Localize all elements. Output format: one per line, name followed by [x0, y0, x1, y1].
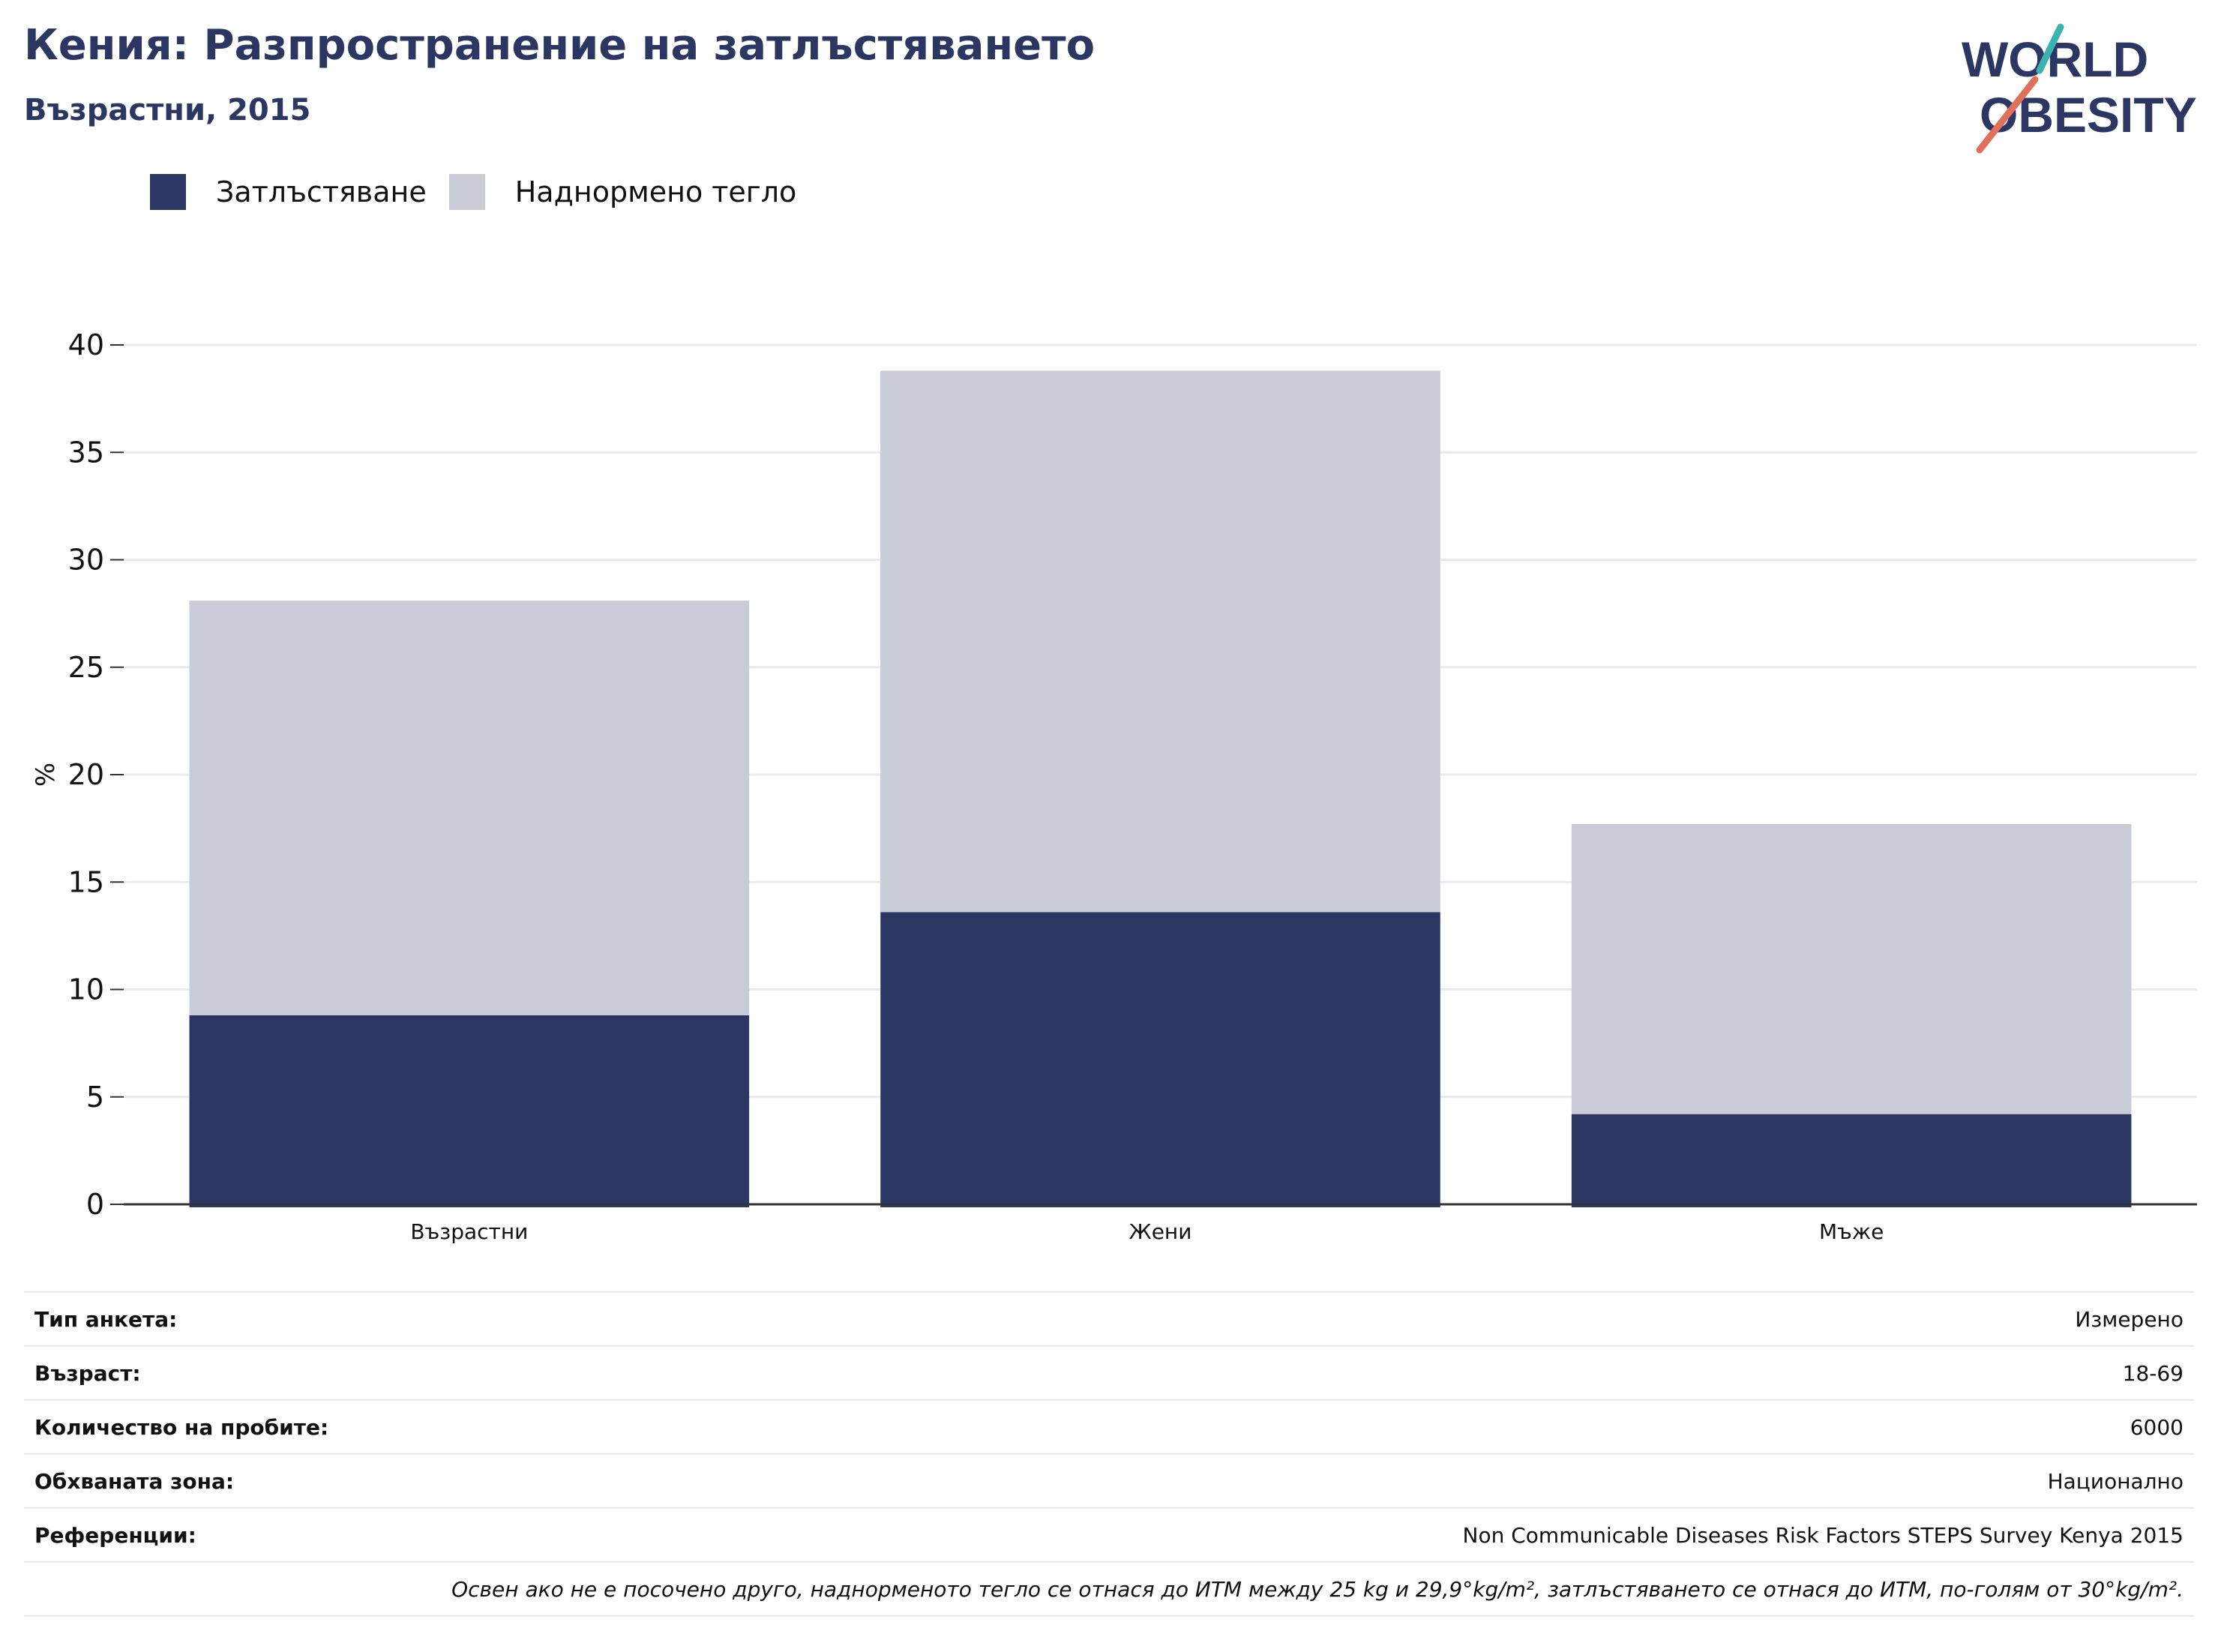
definitions-note: Освен ако не е посочено друго, наднормен…: [24, 1563, 2194, 1617]
y-tick-label: 20: [68, 758, 104, 791]
info-value: 6000: [2130, 1414, 2184, 1440]
info-value: Национално: [2047, 1468, 2184, 1494]
y-tick-label: 30: [68, 544, 104, 577]
info-row-coverage-area: Обхваната зона: Национално: [24, 1455, 2194, 1509]
info-value: Non Communicable Diseases Risk Factors S…: [1462, 1522, 2184, 1548]
y-tick-label: 5: [86, 1081, 104, 1114]
x-tick-label: Мъже: [1819, 1219, 1884, 1244]
info-label: Количество на пробите:: [34, 1414, 329, 1440]
survey-info-table: Тип анкета: Измерено Възраст: 18-69 Коли…: [24, 1291, 2194, 1617]
legend-label-overweight: Наднормено тегло: [514, 175, 797, 208]
y-tick-label: 0: [86, 1188, 104, 1221]
stacked-bar-chart: 0 5 10 15 20 25 30 35 40% Възрастни Жени Мъже: [31, 328, 2197, 1244]
legend-label-obesity: Затлъстяване: [216, 175, 427, 208]
bar-overweight: [880, 370, 1440, 913]
info-row-references: Референции: Non Communicable Diseases Ri…: [24, 1509, 2194, 1563]
legend-swatch-obesity: [150, 174, 186, 210]
bar-overweight: [1571, 823, 2132, 1114]
chart-subtitle: Възрастни, 2015: [24, 93, 311, 127]
info-label: Референции:: [34, 1522, 196, 1548]
info-row-age: Възраст: 18-69: [24, 1347, 2194, 1401]
y-axis-label: %: [31, 763, 61, 787]
chart-legend: Затлъстяване Наднормено тегло: [150, 172, 819, 211]
legend-item-overweight[interactable]: Наднормено тегло: [448, 174, 797, 210]
info-label: Тип анкета:: [34, 1306, 178, 1332]
legend-swatch-overweight: [448, 174, 485, 210]
info-label: Възраст:: [34, 1360, 141, 1386]
y-tick-label: 10: [68, 973, 104, 1006]
info-row-sample-size: Количество на пробите: 6000: [24, 1401, 2194, 1455]
chart-title: Кения: Разпространение на затлъстяването: [24, 21, 1096, 70]
logo-teal-slash: [2036, 23, 2064, 74]
y-tick-label: 35: [68, 436, 104, 469]
legend-item-obesity[interactable]: Затлъстяване: [150, 174, 427, 210]
info-label: Обхваната зона:: [34, 1468, 235, 1494]
y-tick-label: 40: [68, 328, 104, 361]
bar-overweight: [189, 600, 750, 1015]
bar-obesity: [189, 1015, 750, 1207]
bar-obesity: [880, 912, 1440, 1207]
x-tick-label: Жени: [1129, 1219, 1192, 1244]
y-tick-label: 15: [68, 865, 104, 898]
logo-line2: OBESITY: [1980, 87, 2197, 142]
bar-obesity: [1571, 1114, 2132, 1207]
info-row-survey-type: Тип анкета: Измерено: [24, 1293, 2194, 1347]
x-tick-label: Възрастни: [410, 1219, 528, 1244]
info-value: Измерено: [2075, 1306, 2184, 1332]
world-obesity-logo: WORLD OBESITY: [1962, 23, 2197, 154]
logo-red-slash: [1976, 76, 2039, 154]
info-value: 18-69: [2122, 1360, 2184, 1386]
y-tick-label: 25: [68, 651, 104, 684]
